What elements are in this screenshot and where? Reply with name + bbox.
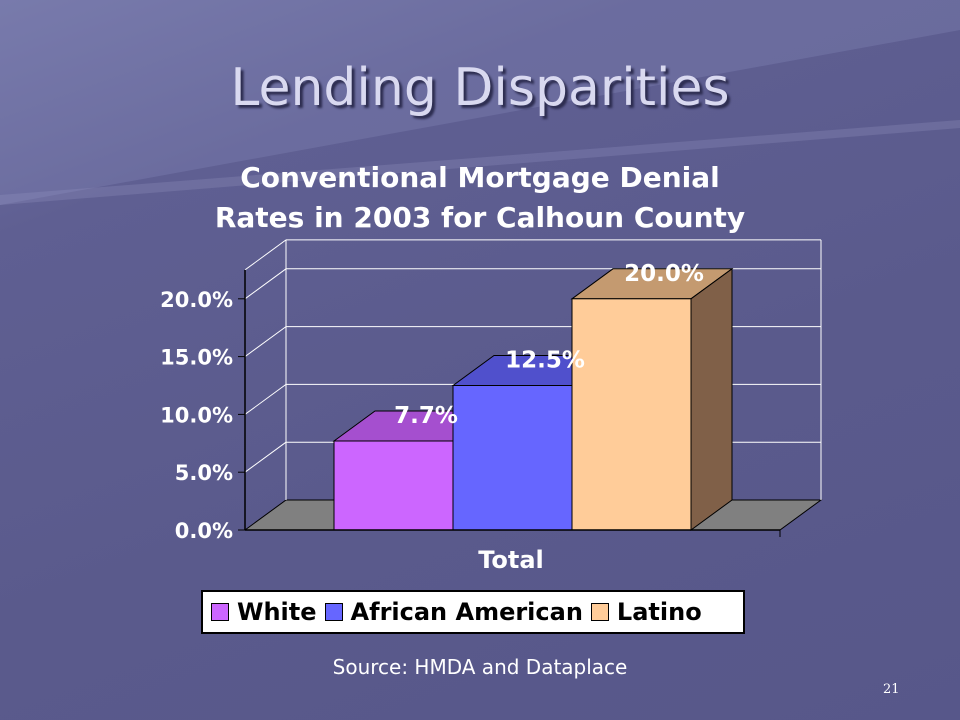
legend-swatch-african-american bbox=[324, 603, 343, 621]
source-note: Source: HMDA and Dataplace bbox=[332, 655, 628, 679]
chart-legend: White African American Latino bbox=[201, 590, 745, 634]
side-wall-gridline bbox=[244, 326, 287, 358]
data-label: 20.0% bbox=[624, 261, 704, 287]
y-tick-label: 15.0% bbox=[160, 346, 233, 370]
side-wall-gridline bbox=[244, 383, 287, 415]
slide-number: 21 bbox=[883, 682, 900, 697]
data-label: 7.7% bbox=[394, 403, 458, 429]
bar bbox=[571, 298, 692, 531]
y-tick-label: 5.0% bbox=[175, 461, 233, 485]
bar bbox=[452, 385, 573, 531]
data-label: 12.5% bbox=[505, 348, 585, 374]
legend-label-latino: Latino bbox=[616, 598, 702, 626]
legend-item-white: White bbox=[211, 598, 317, 626]
side-wall-gridline bbox=[244, 268, 287, 300]
legend-item-african-american: African American bbox=[324, 598, 583, 626]
y-tick-label: 20.0% bbox=[160, 288, 233, 312]
side-wall-top-edge bbox=[244, 239, 287, 271]
slide-title: Lending Disparities bbox=[230, 58, 730, 118]
chart-title: Conventional Mortgage Denial Rates in 20… bbox=[0, 158, 960, 238]
side-wall-gridline bbox=[244, 441, 287, 473]
chart-title-line-2: Rates in 2003 for Calhoun County bbox=[214, 201, 746, 234]
legend-swatch-white bbox=[211, 603, 229, 621]
bar-side bbox=[690, 267, 733, 531]
y-tick-label: 10.0% bbox=[160, 403, 233, 427]
x-category-label: Total bbox=[478, 546, 544, 574]
legend-swatch-latino bbox=[590, 603, 609, 621]
chart-title-line-1: Conventional Mortgage Denial bbox=[240, 161, 720, 194]
y-tick-label: 0.0% bbox=[175, 519, 233, 543]
legend-label-african-american: African American bbox=[350, 598, 583, 626]
bar bbox=[333, 440, 454, 531]
legend-label-white: White bbox=[237, 598, 317, 626]
legend-item-latino: Latino bbox=[590, 598, 702, 626]
